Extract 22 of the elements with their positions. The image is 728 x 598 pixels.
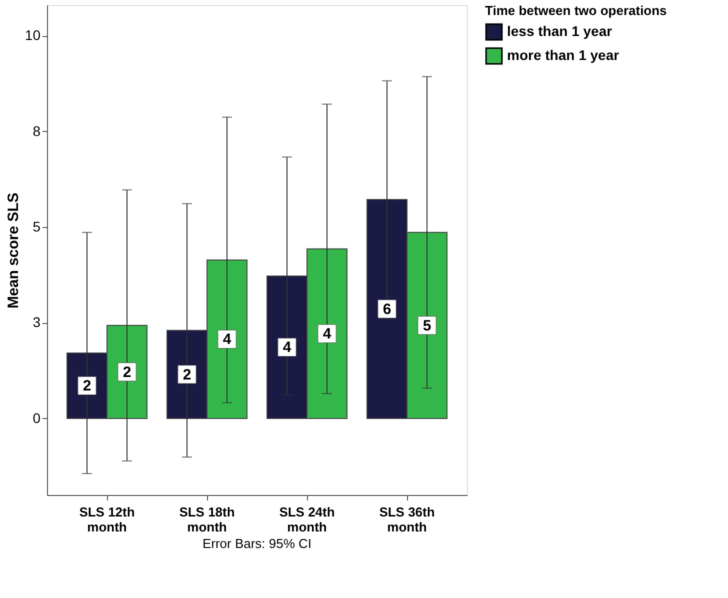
data-label: 2 <box>182 366 192 384</box>
y-tick-label: 10 <box>24 27 41 44</box>
x-tick-label: SLS 24th month <box>279 504 335 534</box>
y-axis-title: Mean score SLS <box>4 192 22 308</box>
y-tick-label: 3 <box>32 314 41 330</box>
legend-title: Time between two operations <box>485 3 667 18</box>
y-tick-label: 5 <box>32 218 41 235</box>
data-label: 2 <box>122 364 132 381</box>
data-label: 6 <box>382 300 392 318</box>
x-tick-label: SLS 12th month <box>79 504 135 534</box>
data-label: 2 <box>82 378 92 395</box>
legend-label: more than 1 year <box>507 47 620 63</box>
x-tick-label: SLS 36th month <box>379 504 435 534</box>
y-tick-label: 8 <box>32 122 41 139</box>
text: Error Bars: 95% CI <box>202 536 312 551</box>
data-label: 4 <box>322 326 332 343</box>
data-label: 4 <box>282 339 292 356</box>
y-tick-label: 0 <box>32 410 41 426</box>
data-label: 5 <box>422 317 432 334</box>
data-label: 4 <box>222 331 232 348</box>
x-tick-label: SLS 18th month <box>179 504 235 534</box>
legend-label: less than 1 year <box>507 23 613 39</box>
